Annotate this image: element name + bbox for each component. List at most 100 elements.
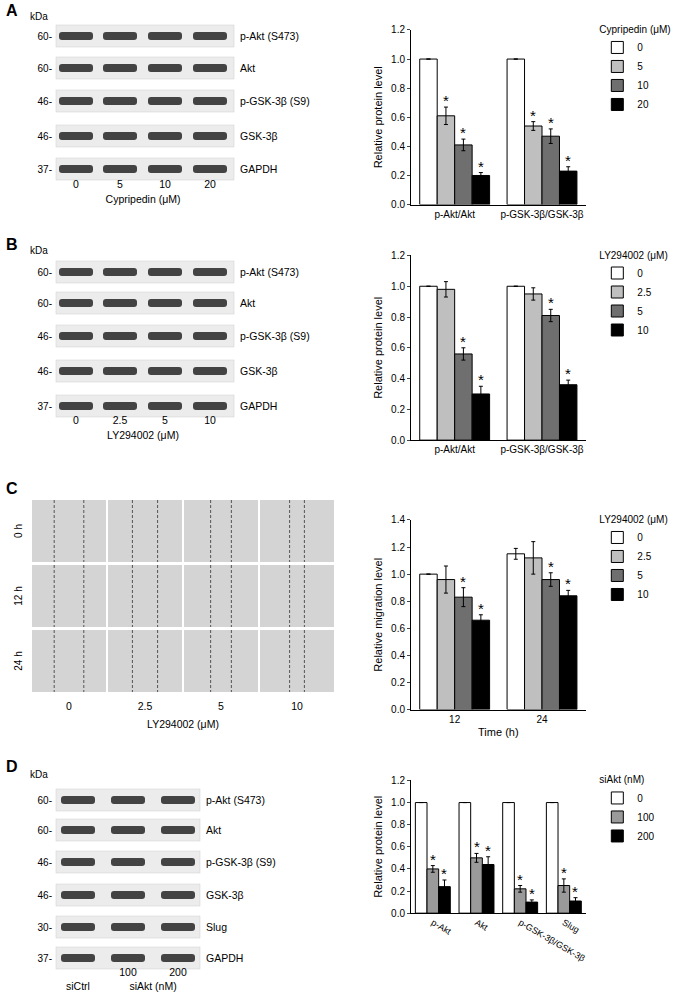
svg-text:GSK-3β: GSK-3β bbox=[240, 365, 278, 377]
svg-text:*: * bbox=[460, 573, 466, 590]
svg-text:10: 10 bbox=[291, 700, 303, 712]
svg-text:*: * bbox=[565, 575, 571, 592]
svg-text:0.8: 0.8 bbox=[391, 312, 405, 323]
svg-text:0.8: 0.8 bbox=[391, 83, 405, 94]
svg-text:kDa: kDa bbox=[30, 245, 48, 256]
svg-text:*: * bbox=[548, 558, 554, 575]
svg-text:200: 200 bbox=[637, 831, 654, 842]
svg-text:p-GSK-3β (S9): p-GSK-3β (S9) bbox=[206, 856, 276, 868]
svg-text:*: * bbox=[478, 158, 484, 175]
svg-text:*: * bbox=[530, 107, 536, 124]
svg-text:1.2: 1.2 bbox=[391, 24, 405, 35]
svg-text:0.8: 0.8 bbox=[391, 596, 405, 607]
svg-text:p-Akt/Akt: p-Akt/Akt bbox=[434, 209, 475, 220]
svg-text:0.0: 0.0 bbox=[391, 908, 405, 919]
svg-text:*: * bbox=[430, 851, 436, 868]
svg-text:2.5: 2.5 bbox=[113, 414, 128, 426]
svg-text:Relative protein level: Relative protein level bbox=[372, 66, 384, 168]
svg-text:20: 20 bbox=[204, 178, 216, 190]
svg-text:B: B bbox=[6, 236, 18, 253]
svg-text:1.2: 1.2 bbox=[391, 250, 405, 261]
svg-text:0.0: 0.0 bbox=[391, 435, 405, 446]
svg-text:60-: 60- bbox=[38, 825, 52, 836]
svg-text:0.8: 0.8 bbox=[391, 819, 405, 830]
svg-text:2.5: 2.5 bbox=[138, 700, 153, 712]
svg-text:60-: 60- bbox=[38, 63, 52, 74]
svg-text:46-: 46- bbox=[38, 890, 52, 901]
svg-text:*: * bbox=[572, 883, 578, 900]
svg-text:30-: 30- bbox=[38, 922, 52, 933]
svg-text:100: 100 bbox=[637, 812, 654, 823]
svg-text:*: * bbox=[548, 294, 554, 311]
svg-text:siAkt (nM): siAkt (nM) bbox=[129, 980, 176, 992]
svg-text:*: * bbox=[517, 871, 523, 888]
svg-text:0.0: 0.0 bbox=[391, 199, 405, 210]
svg-text:12: 12 bbox=[449, 714, 461, 725]
svg-text:46-: 46- bbox=[38, 131, 52, 142]
svg-text:5: 5 bbox=[637, 306, 643, 317]
svg-text:*: * bbox=[529, 885, 535, 902]
svg-text:37-: 37- bbox=[38, 401, 52, 412]
svg-text:0: 0 bbox=[637, 42, 643, 53]
svg-text:p-GSK-3β (S9): p-GSK-3β (S9) bbox=[240, 95, 310, 107]
svg-text:GSK-3β: GSK-3β bbox=[206, 889, 244, 901]
svg-text:2.5: 2.5 bbox=[637, 287, 651, 298]
svg-text:46-: 46- bbox=[38, 96, 52, 107]
svg-text:200: 200 bbox=[169, 966, 187, 978]
svg-text:Slug: Slug bbox=[561, 917, 582, 935]
svg-text:*: * bbox=[548, 114, 554, 131]
svg-text:A: A bbox=[6, 2, 18, 19]
svg-text:*: * bbox=[565, 365, 571, 382]
svg-text:GAPDH: GAPDH bbox=[240, 400, 277, 412]
svg-text:60-: 60- bbox=[38, 298, 52, 309]
svg-text:46-: 46- bbox=[38, 366, 52, 377]
svg-text:1.0: 1.0 bbox=[391, 569, 405, 580]
svg-text:*: * bbox=[478, 371, 484, 388]
svg-text:*: * bbox=[460, 333, 466, 350]
svg-text:Akt: Akt bbox=[240, 62, 255, 74]
svg-text:0.0: 0.0 bbox=[391, 704, 405, 715]
svg-text:10: 10 bbox=[637, 589, 649, 600]
svg-text:100: 100 bbox=[119, 966, 137, 978]
svg-text:*: * bbox=[565, 152, 571, 169]
svg-text:60-: 60- bbox=[38, 795, 52, 806]
svg-text:0.6: 0.6 bbox=[391, 112, 405, 123]
svg-text:Akt: Akt bbox=[240, 297, 255, 309]
svg-text:0.2: 0.2 bbox=[391, 886, 405, 897]
svg-text:37-: 37- bbox=[38, 953, 52, 964]
svg-text:0.4: 0.4 bbox=[391, 863, 405, 874]
svg-text:60-: 60- bbox=[38, 31, 52, 42]
svg-text:*: * bbox=[443, 92, 449, 109]
svg-text:siCtrl: siCtrl bbox=[66, 980, 90, 992]
svg-text:0: 0 bbox=[637, 532, 643, 543]
svg-text:0.6: 0.6 bbox=[391, 841, 405, 852]
svg-text:5: 5 bbox=[117, 178, 123, 190]
svg-text:kDa: kDa bbox=[30, 769, 48, 780]
svg-text:D: D bbox=[6, 758, 18, 775]
svg-text:Akt: Akt bbox=[206, 824, 221, 836]
svg-text:Cypripedin (μM): Cypripedin (μM) bbox=[106, 193, 181, 205]
svg-text:5: 5 bbox=[637, 570, 643, 581]
svg-text:GSK-3β: GSK-3β bbox=[240, 130, 278, 142]
svg-text:60-: 60- bbox=[38, 267, 52, 278]
svg-text:5: 5 bbox=[218, 700, 224, 712]
svg-text:1.4: 1.4 bbox=[391, 514, 405, 525]
svg-text:siAkt (nM): siAkt (nM) bbox=[599, 774, 644, 785]
svg-text:10: 10 bbox=[637, 80, 649, 91]
svg-text:0.2: 0.2 bbox=[391, 404, 405, 415]
svg-text:C: C bbox=[6, 480, 18, 497]
svg-text:p-GSK-3β/GSK-3β: p-GSK-3β/GSK-3β bbox=[517, 917, 587, 963]
svg-text:0.4: 0.4 bbox=[391, 373, 405, 384]
svg-text:*: * bbox=[460, 124, 466, 141]
svg-text:p-Akt: p-Akt bbox=[430, 917, 454, 936]
svg-text:0.2: 0.2 bbox=[391, 677, 405, 688]
svg-text:2.5: 2.5 bbox=[637, 551, 651, 562]
svg-text:0 h: 0 h bbox=[13, 524, 24, 538]
svg-text:24 h: 24 h bbox=[13, 651, 24, 670]
svg-text:p-GSK-3β/GSK-3β: p-GSK-3β/GSK-3β bbox=[500, 444, 583, 455]
svg-text:LY294002 (μM): LY294002 (μM) bbox=[107, 429, 179, 441]
svg-text:*: * bbox=[474, 838, 480, 855]
svg-text:p-GSK-3β/GSK-3β: p-GSK-3β/GSK-3β bbox=[500, 209, 583, 220]
svg-text:10: 10 bbox=[159, 178, 171, 190]
svg-text:12 h: 12 h bbox=[13, 586, 24, 605]
